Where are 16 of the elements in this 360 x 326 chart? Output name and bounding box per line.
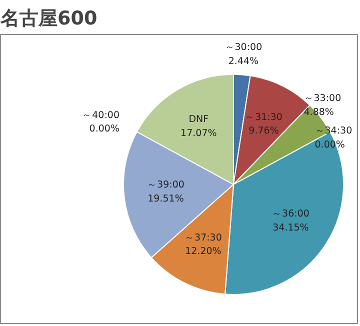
category-label: ～40:00 [82, 110, 120, 121]
data-label: 19.51% [148, 193, 184, 204]
data-label: 34.15% [272, 222, 309, 234]
slice-label: ～36:00 [272, 208, 310, 220]
slice-label: ～37:30 [184, 232, 222, 244]
text: 0.00% [89, 124, 120, 135]
slice-label: ～39:00 [147, 180, 184, 191]
slice-label: ～33:00 [304, 93, 342, 104]
data-label: 9.76% [248, 126, 279, 137]
data-label: 17.07% [180, 128, 217, 139]
slice-label: ～31:30 [245, 112, 282, 123]
data-label: 12.20% [185, 246, 222, 258]
data-label: 2.44% [228, 56, 259, 67]
chart-title: 名古屋600 [0, 8, 98, 30]
slice-label: DNF [188, 114, 209, 126]
slice-label: ～30:00 [224, 42, 262, 54]
